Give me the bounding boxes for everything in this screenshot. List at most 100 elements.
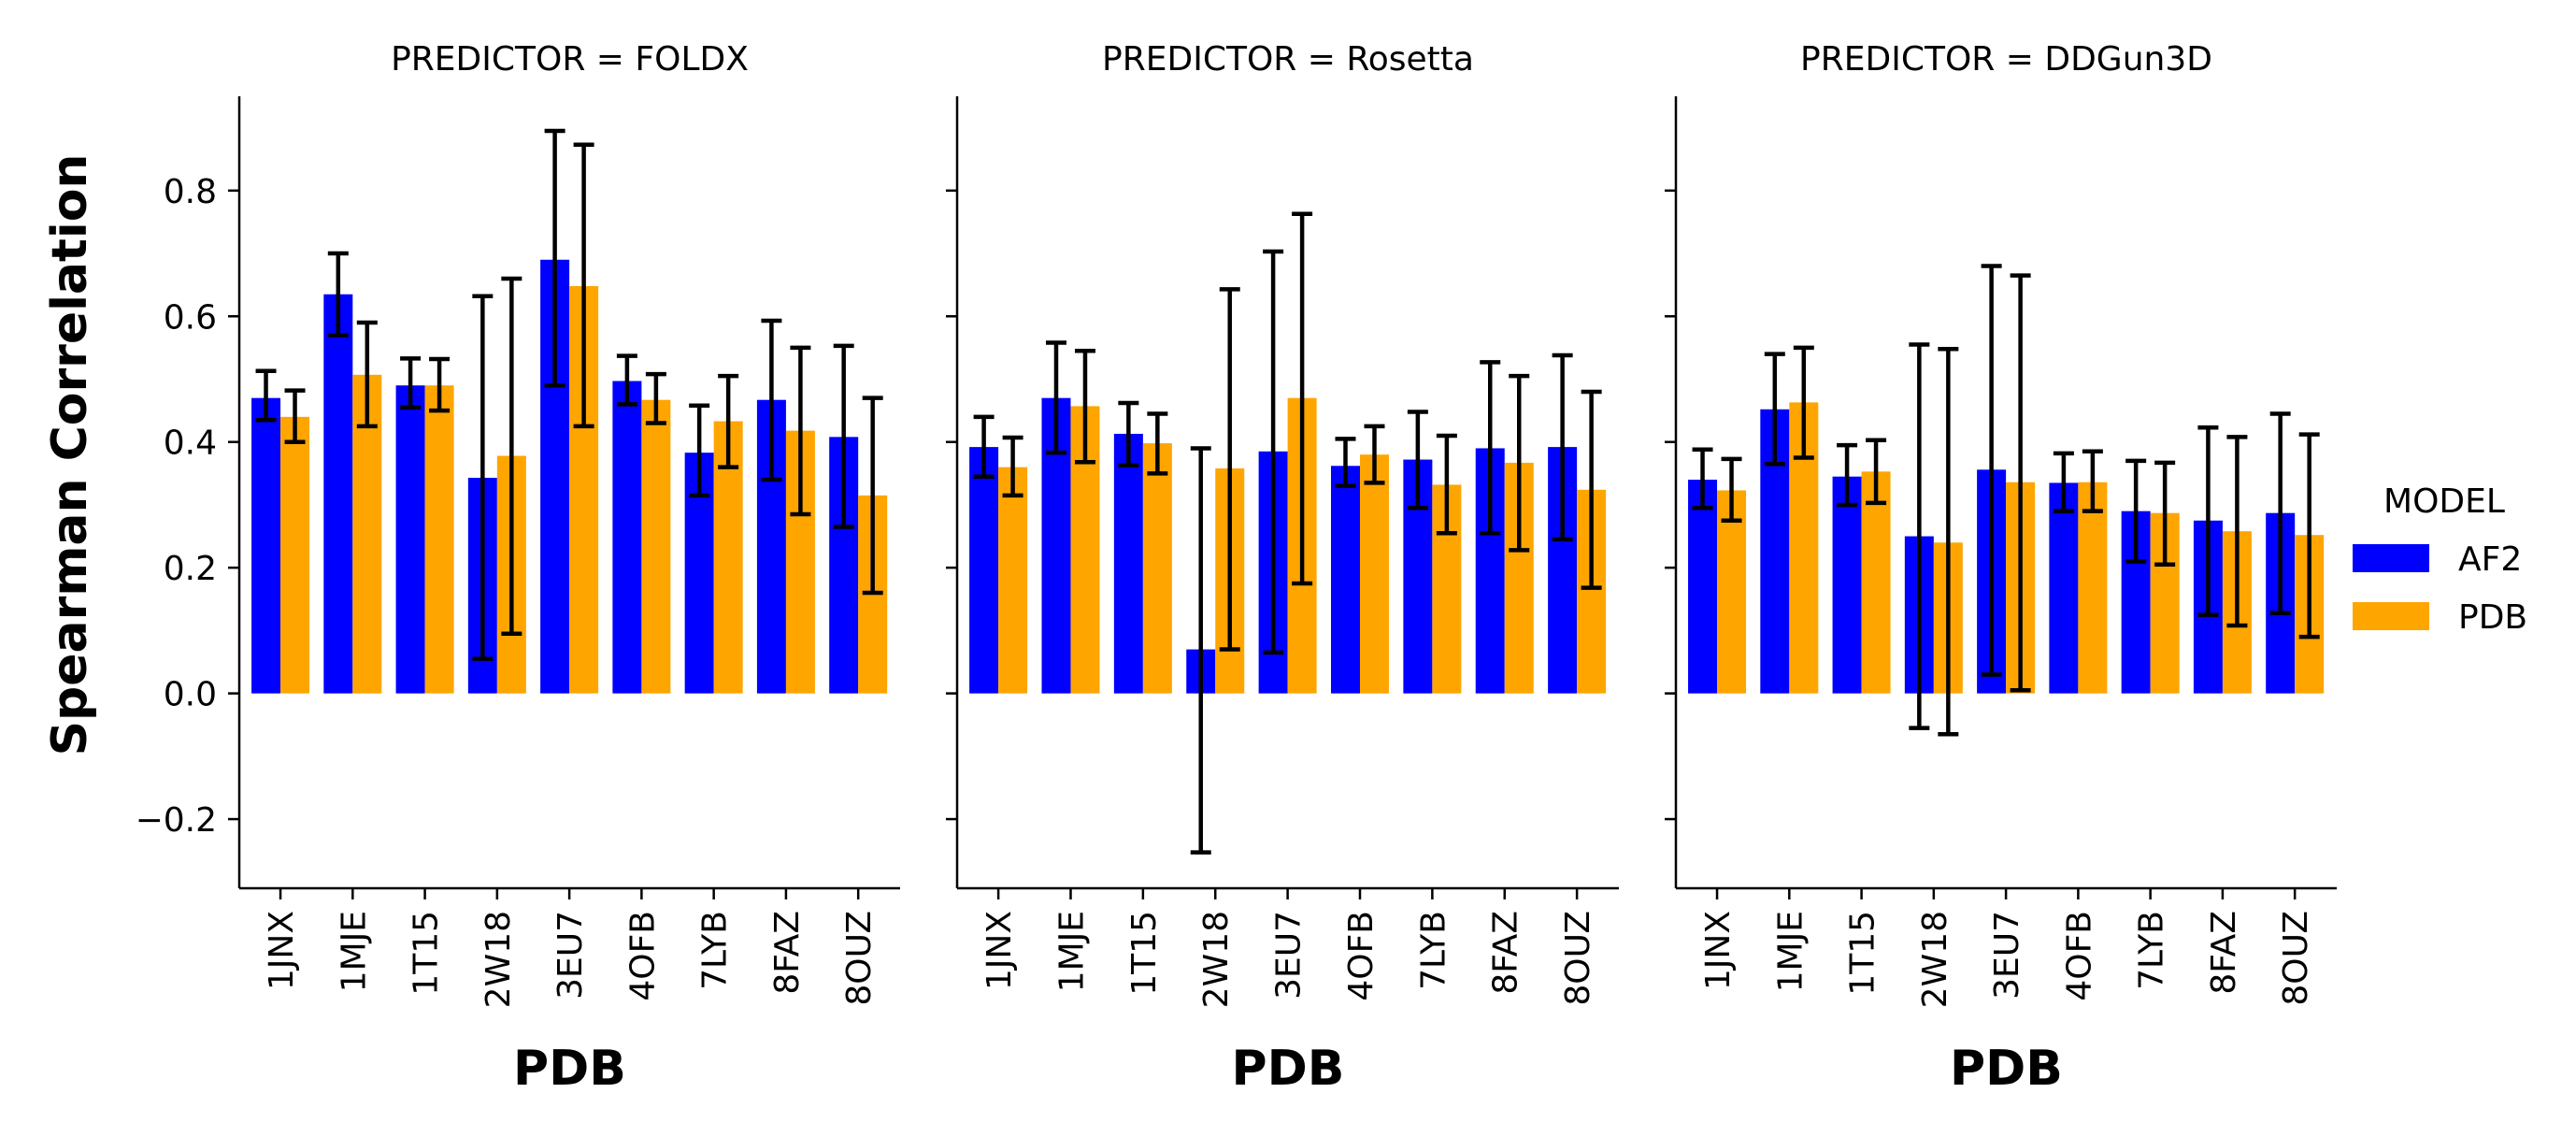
legend: MODEL AF2 PDB	[2353, 482, 2527, 637]
error-bar-af2-1t15	[1118, 400, 1139, 468]
error-bar-pdb-1t15	[1866, 438, 1887, 506]
error-bar-af2-1mje	[327, 251, 349, 338]
x-tick-label: 8FAZ	[2205, 911, 2243, 995]
error-bar-af2-8ouz	[2269, 411, 2291, 615]
y-tick-label: 0.0	[164, 676, 217, 714]
error-bar-af2-2w18	[1190, 446, 1211, 855]
x-tick-label: 8FAZ	[768, 911, 807, 995]
error-bar-pdb-3eu7	[573, 142, 594, 429]
x-tick-label: 1T15	[408, 911, 446, 996]
error-bar-af2-1jnx	[973, 414, 995, 479]
x-tick-label: 1T15	[1844, 911, 1882, 996]
error-bar-pdb-2w18	[501, 276, 522, 636]
error-bar-pdb-1t15	[1147, 411, 1168, 476]
bar-pdb-4ofb	[1359, 454, 1389, 694]
x-tick-label: 1JNX	[1699, 911, 1738, 990]
error-bar-af2-2w18	[1909, 342, 1930, 730]
x-tick-label: 1MJE	[1052, 911, 1091, 992]
y-axis-title: Spearman Correlation	[42, 154, 98, 756]
bar-pdb-1t15	[424, 385, 454, 694]
error-bar-af2-3eu7	[1981, 264, 2002, 677]
y-tick-label: 0.4	[164, 424, 217, 463]
error-bar-af2-3eu7	[544, 128, 565, 388]
x-axis-title: PDB	[513, 1041, 626, 1097]
x-tick-label: 1MJE	[1771, 911, 1810, 992]
legend-label-af2: AF2	[2458, 540, 2522, 579]
error-bar-af2-7lyb	[1407, 410, 1428, 511]
y-tick-label: 0.8	[164, 173, 217, 211]
error-bar-af2-8faz	[1480, 360, 1501, 536]
error-bar-pdb-7lyb	[718, 373, 739, 469]
error-bar-pdb-1jnx	[284, 388, 306, 444]
y-tick-label: 0.2	[164, 550, 217, 588]
panel-title: PREDICTOR = Rosetta	[1102, 40, 1474, 79]
x-tick-label: 2W18	[1916, 911, 1954, 1008]
bar-pdb-1jnx	[280, 416, 310, 694]
error-bar-pdb-8faz	[2226, 435, 2248, 628]
legend-label-pdb: PDB	[2458, 598, 2527, 637]
error-bar-pdb-8faz	[1509, 373, 1530, 553]
x-tick-label: 4OFB	[1342, 911, 1381, 1001]
error-bar-af2-8ouz	[1552, 352, 1573, 542]
error-bar-pdb-7lyb	[2154, 460, 2176, 568]
bar-af2-1jnx	[251, 397, 281, 694]
x-tick-label: 1MJE	[335, 911, 373, 992]
error-bar-pdb-4ofb	[645, 371, 666, 425]
error-bar-af2-3eu7	[1263, 249, 1284, 655]
x-tick-label: 8OUZ	[1559, 911, 1597, 1006]
error-bar-af2-4ofb	[616, 353, 637, 407]
bar-pdb-1t15	[1142, 443, 1172, 694]
bar-af2-1t15	[1832, 476, 1862, 694]
error-bar-pdb-2w18	[1938, 346, 1959, 737]
x-tick-label: 2W18	[479, 911, 518, 1008]
legend-title: MODEL	[2383, 482, 2505, 521]
x-tick-label: 7LYB	[696, 911, 735, 990]
error-bar-pdb-1jnx	[1002, 435, 1023, 498]
x-tick-label: 3EU7	[1988, 911, 2026, 1000]
x-axis-title: PDB	[1232, 1041, 1345, 1097]
panel-title: PREDICTOR = DDGun3D	[1800, 40, 2212, 79]
panel-2: PREDICTOR = Rosetta 1JNX 1MJE 1T15 2W18 3EU7 4…	[946, 40, 1619, 1097]
bar-af2-1t15	[395, 385, 425, 694]
bar-af2-1jnx	[1688, 480, 1718, 694]
bar-pdb-4ofb	[2078, 482, 2108, 694]
error-bar-pdb-1mje	[1074, 349, 1095, 465]
legend-swatch-af2	[2353, 544, 2429, 572]
bar-af2-4ofb	[2049, 482, 2079, 694]
panel-title: PREDICTOR = FOLDX	[391, 40, 749, 79]
error-bar-pdb-8faz	[790, 345, 811, 517]
error-bar-af2-1mje	[1045, 340, 1066, 455]
error-bar-af2-7lyb	[2125, 458, 2147, 564]
error-bar-af2-2w18	[472, 294, 494, 661]
x-tick-label: 3EU7	[551, 911, 590, 1000]
x-tick-label: 3EU7	[1270, 911, 1309, 1000]
x-tick-label: 1JNX	[263, 911, 301, 990]
bar-af2-1jnx	[969, 447, 999, 694]
x-tick-label: 8OUZ	[840, 911, 879, 1006]
x-tick-label: 1JNX	[980, 911, 1019, 990]
x-tick-label: 4OFB	[2060, 911, 2098, 1001]
error-bar-pdb-4ofb	[1364, 424, 1385, 485]
bar-pdb-1jnx	[998, 467, 1028, 694]
bar-pdb-4ofb	[641, 399, 671, 694]
y-tick-label: 0.6	[164, 298, 217, 337]
error-bar-af2-7lyb	[689, 403, 710, 498]
error-bar-pdb-1mje	[356, 320, 378, 429]
error-bar-af2-8ouz	[833, 343, 854, 529]
error-bar-af2-1t15	[400, 356, 422, 410]
error-bar-pdb-3eu7	[2010, 273, 2031, 693]
error-bar-af2-1t15	[1837, 442, 1858, 508]
bar-af2-1t15	[1113, 433, 1143, 694]
error-bar-af2-1jnx	[1692, 447, 1713, 511]
x-axis-title: PDB	[1950, 1041, 2063, 1097]
error-bar-pdb-1t15	[429, 356, 451, 413]
x-tick-label: 1T15	[1125, 911, 1164, 996]
error-bar-af2-1mje	[1764, 352, 1785, 467]
error-bar-pdb-8ouz	[862, 396, 883, 596]
error-bar-af2-8faz	[2197, 425, 2219, 617]
error-bar-af2-1jnx	[255, 368, 277, 423]
error-bar-af2-4ofb	[2053, 451, 2074, 513]
error-bar-pdb-1mje	[1793, 345, 1814, 460]
x-tick-label: 7LYB	[2133, 911, 2171, 990]
error-bar-pdb-8ouz	[1581, 389, 1602, 590]
